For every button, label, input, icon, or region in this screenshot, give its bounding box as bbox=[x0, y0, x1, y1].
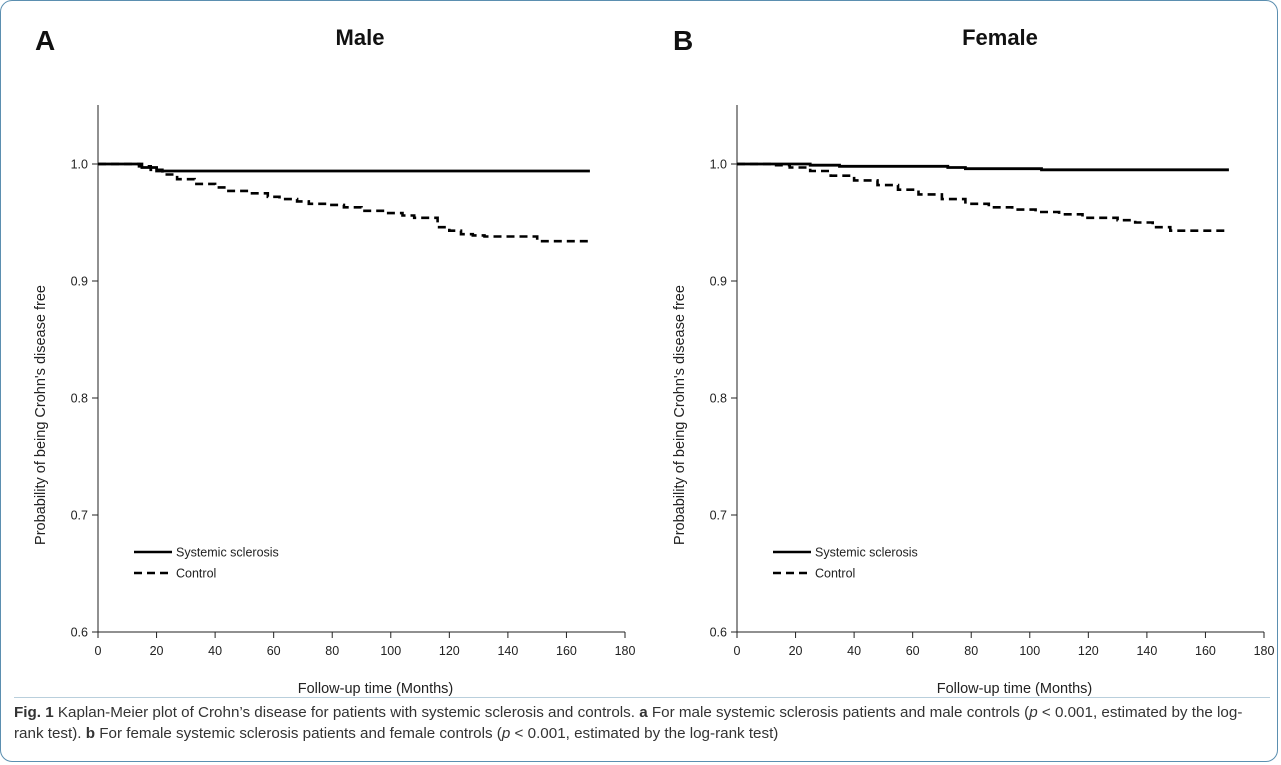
panel-title: Female bbox=[962, 25, 1038, 50]
y-tick-label: 0.9 bbox=[710, 275, 727, 289]
x-tick-label: 140 bbox=[1136, 644, 1157, 658]
caption-part-b-text: For female systemic sclerosis patients a… bbox=[95, 725, 502, 742]
y-tick-label: 0.6 bbox=[71, 626, 88, 640]
panel-title: Male bbox=[336, 25, 385, 50]
x-tick-label: 20 bbox=[150, 644, 164, 658]
x-tick-label: 20 bbox=[789, 644, 803, 658]
x-tick-label: 160 bbox=[1195, 644, 1216, 658]
x-tick-label: 180 bbox=[615, 644, 636, 658]
x-tick-label: 140 bbox=[497, 644, 518, 658]
y-tick-label: 0.8 bbox=[710, 392, 727, 406]
y-axis-title: Probability of being Crohn's disease fre… bbox=[672, 285, 688, 545]
legend-label: Control bbox=[176, 567, 216, 581]
caption-fig-label: Fig. 1 bbox=[14, 704, 54, 721]
x-tick-label: 80 bbox=[964, 644, 978, 658]
x-tick-label: 100 bbox=[1019, 644, 1040, 658]
caption-part-a-text: For male systemic sclerosis patients and… bbox=[647, 704, 1030, 721]
x-tick-label: 80 bbox=[325, 644, 339, 658]
x-tick-label: 180 bbox=[1254, 644, 1275, 658]
series-line-systemic-sclerosis bbox=[98, 162, 590, 173]
x-tick-label: 60 bbox=[267, 644, 281, 658]
legend-label: Control bbox=[815, 567, 855, 581]
series-line-systemic-sclerosis bbox=[737, 162, 1229, 172]
chart-panel-b: B Female 0 20 40 60 80 100 120 140 160 180 0.6 0.7 0.8… bbox=[672, 25, 1274, 697]
caption-part-a-label: a bbox=[639, 704, 648, 721]
x-tick-label: 100 bbox=[380, 644, 401, 658]
x-tick-label: 40 bbox=[208, 644, 222, 658]
caption-p-value-b: < 0.001, estimated by the log-rank test) bbox=[510, 725, 779, 742]
y-tick-label: 0.8 bbox=[71, 392, 88, 406]
x-tick-label: 0 bbox=[734, 644, 741, 658]
legend-label: Systemic sclerosis bbox=[815, 546, 918, 560]
y-axis-title: Probability of being Crohn's disease fre… bbox=[33, 285, 49, 545]
y-tick-label: 1.0 bbox=[71, 158, 88, 172]
x-axis-title: Follow-up time (Months) bbox=[298, 681, 454, 697]
caption-intro: Kaplan-Meier plot of Crohn’s disease for… bbox=[53, 704, 640, 721]
caption-p-symbol-b: p bbox=[501, 725, 511, 742]
caption-part-b-label: b bbox=[85, 725, 96, 742]
figure-caption: Fig. 1 Kaplan-Meier plot of Crohn’s dise… bbox=[14, 702, 1270, 744]
x-tick-label: 0 bbox=[95, 644, 102, 658]
y-tick-label: 1.0 bbox=[710, 158, 727, 172]
y-tick-label: 0.6 bbox=[710, 626, 727, 640]
panel-letter: A bbox=[35, 25, 55, 56]
caption-divider bbox=[14, 697, 1270, 698]
y-tick-label: 0.9 bbox=[71, 275, 88, 289]
y-tick-label: 0.7 bbox=[71, 509, 88, 523]
x-tick-label: 120 bbox=[1078, 644, 1099, 658]
x-tick-label: 40 bbox=[847, 644, 861, 658]
legend-label: Systemic sclerosis bbox=[176, 546, 279, 560]
y-tick-label: 0.7 bbox=[710, 509, 727, 523]
caption-p-value-a: < 0.001, estimated by the log-rank test)… bbox=[14, 704, 1243, 742]
panel-letter: B bbox=[673, 25, 693, 56]
x-tick-label: 60 bbox=[906, 644, 920, 658]
series-line-control bbox=[737, 162, 1229, 232]
x-axis-title: Follow-up time (Months) bbox=[937, 681, 1093, 697]
chart-panel-a: A Male 0 20 40 60 80 100 120 140 160 180 0.6 0.7 0.8 0.… bbox=[33, 25, 635, 697]
x-tick-label: 120 bbox=[439, 644, 460, 658]
series-line-control bbox=[98, 162, 592, 243]
caption-p-symbol-a: p bbox=[1029, 704, 1038, 721]
x-tick-label: 160 bbox=[556, 644, 577, 658]
figure-svg: A Male 0 20 40 60 80 100 120 140 160 180 0.6 0.7 0.8 0.… bbox=[33, 25, 1274, 697]
